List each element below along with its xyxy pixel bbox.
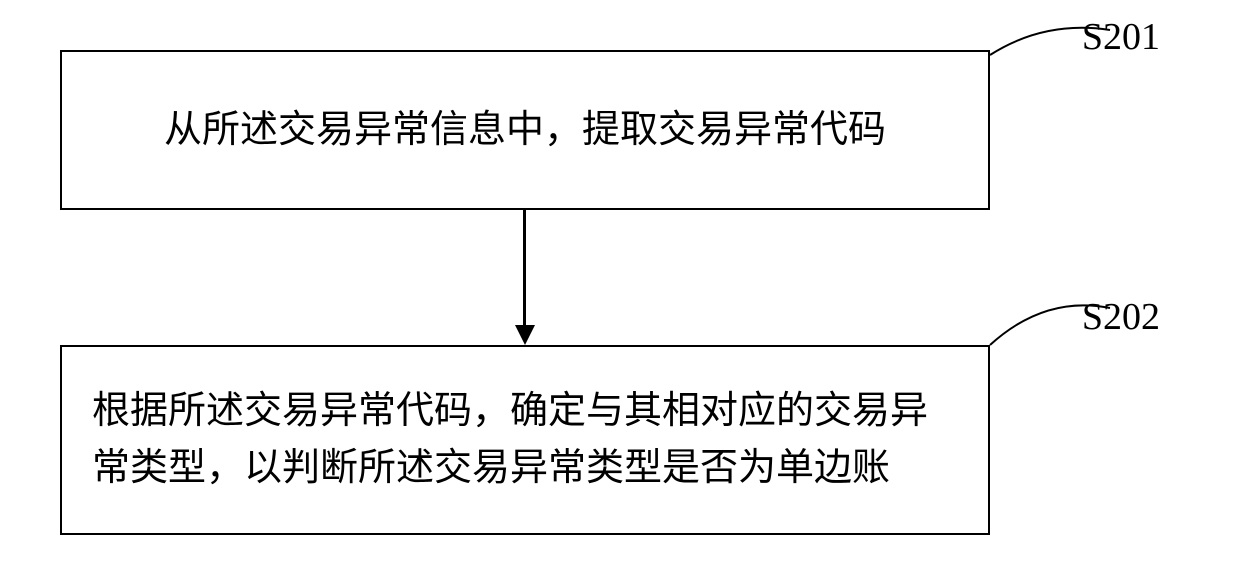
step-1-text: 从所述交易异常信息中，提取交易异常代码 xyxy=(92,102,958,159)
flow-arrow-head xyxy=(515,325,535,345)
flowchart-step-1: 从所述交易异常信息中，提取交易异常代码 xyxy=(60,50,990,210)
flow-arrow-line xyxy=(523,210,526,330)
flowchart-container: 从所述交易异常信息中，提取交易异常代码 S201 根据所述交易异常代码，确定与其… xyxy=(0,0,1240,586)
step-2-text: 根据所述交易异常代码，确定与其相对应的交易异常类型，以判断所述交易异常类型是否为… xyxy=(92,383,958,497)
flowchart-step-2: 根据所述交易异常代码，确定与其相对应的交易异常类型，以判断所述交易异常类型是否为… xyxy=(60,345,990,535)
